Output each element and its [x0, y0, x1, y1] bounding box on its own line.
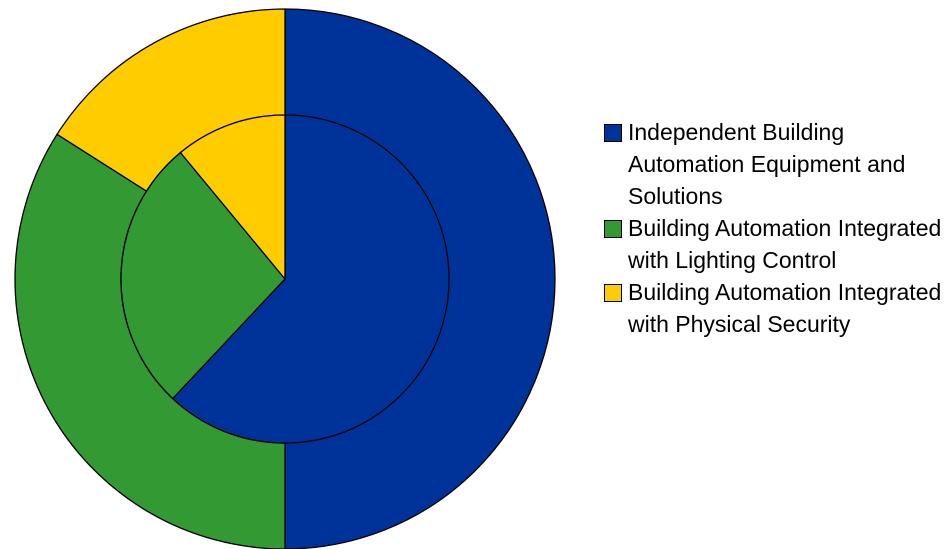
- legend-label: Independent Building Automation Equipmen…: [628, 119, 906, 209]
- legend-label: Building Automation Integrated with Phys…: [628, 279, 942, 337]
- legend-swatch: [604, 284, 622, 302]
- legend-item: Building Automation Integrated with Phys…: [604, 276, 944, 340]
- legend-item: Building Automation Integrated with Ligh…: [604, 212, 944, 276]
- legend-swatch: [604, 124, 622, 142]
- legend-item: Independent Building Automation Equipmen…: [604, 116, 944, 212]
- legend-swatch: [604, 220, 622, 238]
- inner-slice: [171, 114, 450, 444]
- inner-slice: [120, 151, 286, 400]
- legend-label: Building Automation Integrated with Ligh…: [628, 215, 942, 273]
- legend: Independent Building Automation Equipmen…: [604, 116, 944, 340]
- inner-slice: [179, 114, 286, 281]
- chart: [14, 8, 556, 549]
